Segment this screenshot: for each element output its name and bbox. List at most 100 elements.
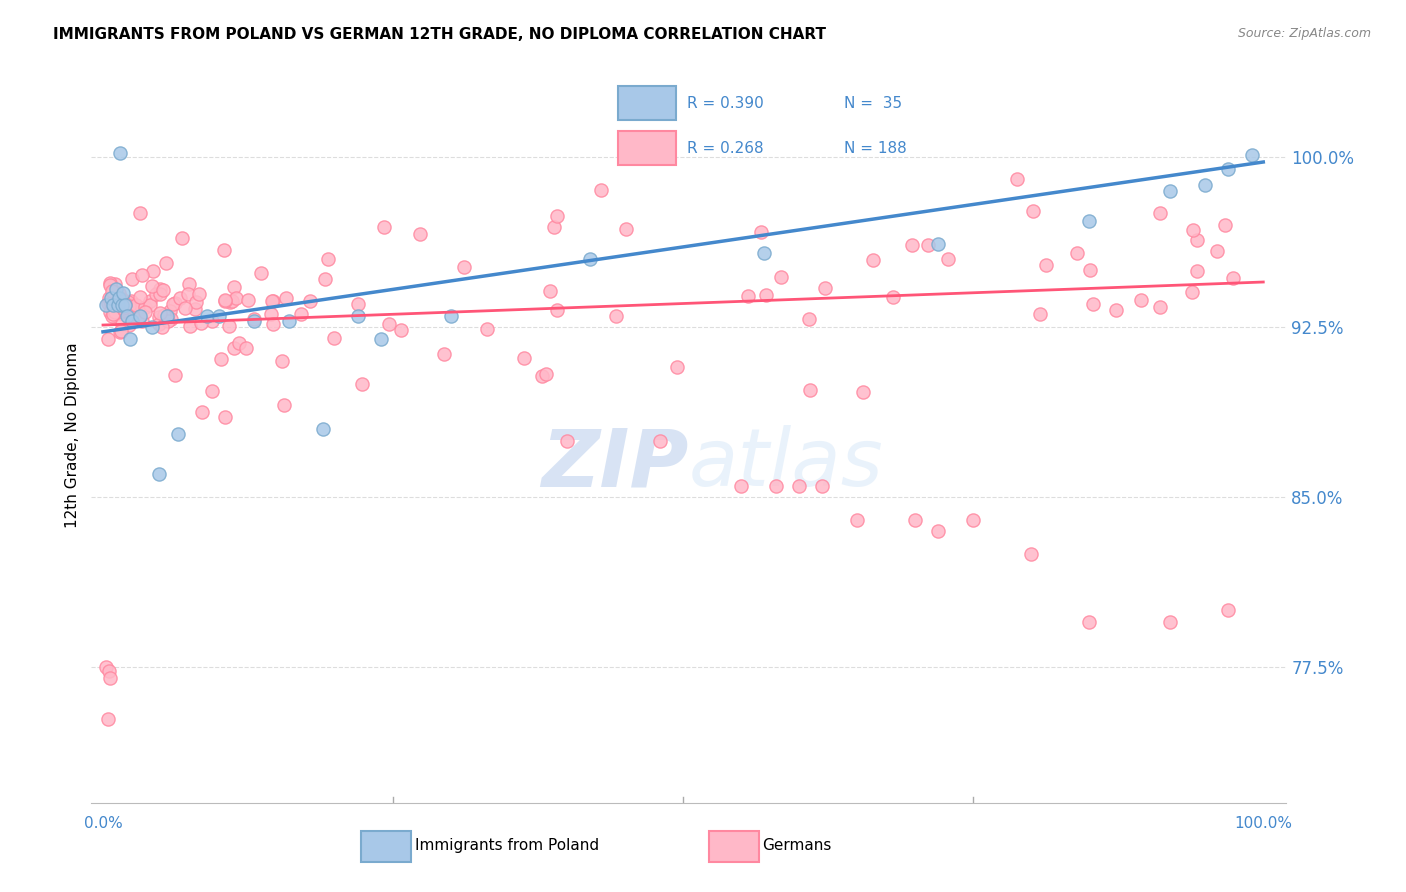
Point <box>453 260 475 275</box>
Point <box>98 293 121 307</box>
Point <box>121 313 143 327</box>
Point <box>270 353 292 368</box>
Point <box>112 303 135 318</box>
Point <box>962 513 984 527</box>
Point <box>754 245 776 260</box>
Point <box>737 289 759 303</box>
Point <box>152 283 174 297</box>
Point <box>98 671 121 685</box>
Point <box>139 298 162 312</box>
Point <box>208 309 231 323</box>
Point <box>318 252 340 266</box>
Point <box>134 305 156 319</box>
Point <box>201 314 224 328</box>
Point <box>107 286 129 301</box>
Point <box>260 307 283 321</box>
Point <box>150 319 173 334</box>
Point <box>546 209 568 223</box>
Point <box>117 295 139 310</box>
Point <box>100 296 122 310</box>
Point <box>167 426 190 441</box>
Point <box>277 313 299 327</box>
Point <box>249 266 271 280</box>
Point <box>214 293 236 307</box>
Text: 100.0%: 100.0% <box>1234 816 1292 831</box>
Point <box>862 252 884 267</box>
Point <box>209 351 232 366</box>
Point <box>614 221 637 235</box>
Point <box>927 524 949 538</box>
Point <box>141 278 163 293</box>
Point <box>1105 303 1128 318</box>
Point <box>114 298 136 312</box>
Point <box>298 293 321 308</box>
Point <box>155 256 177 270</box>
Point <box>814 281 837 295</box>
Point <box>152 308 174 322</box>
Text: IMMIGRANTS FROM POLAND VS GERMAN 12TH GRADE, NO DIPLOMA CORRELATION CHART: IMMIGRANTS FROM POLAND VS GERMAN 12TH GR… <box>53 27 827 42</box>
Point <box>852 384 875 399</box>
Point <box>225 291 247 305</box>
Point <box>927 236 949 251</box>
Point <box>347 297 370 311</box>
Point <box>1185 233 1208 247</box>
Point <box>100 291 122 305</box>
Point <box>214 409 236 424</box>
Point <box>111 292 134 306</box>
Point <box>666 360 689 375</box>
Point <box>290 307 312 321</box>
Point <box>118 332 141 346</box>
Point <box>188 287 211 301</box>
Point <box>104 305 127 319</box>
Point <box>97 296 120 310</box>
Point <box>236 293 259 307</box>
Point <box>799 383 821 397</box>
Point <box>128 290 150 304</box>
Point <box>322 331 344 345</box>
Point <box>1206 244 1229 259</box>
Point <box>149 286 172 301</box>
Point <box>1182 223 1205 237</box>
Point <box>370 332 392 346</box>
Point <box>1029 306 1052 320</box>
Point <box>605 309 627 323</box>
Point <box>142 264 165 278</box>
Point <box>1181 285 1204 300</box>
Point <box>197 309 219 323</box>
Point <box>1083 297 1105 311</box>
Point <box>112 301 135 315</box>
Point <box>538 284 561 298</box>
Point <box>120 293 142 308</box>
Point <box>1218 603 1240 617</box>
Point <box>312 422 335 436</box>
Point <box>389 323 412 337</box>
Point <box>1149 205 1171 219</box>
Point <box>433 347 456 361</box>
Point <box>114 297 136 311</box>
Point <box>156 314 179 328</box>
Point <box>103 298 125 312</box>
Point <box>543 220 565 235</box>
Point <box>212 243 235 257</box>
Point <box>131 313 153 327</box>
Point <box>110 317 132 331</box>
Text: atlas: atlas <box>689 425 884 503</box>
Point <box>475 322 498 336</box>
Point <box>110 145 132 160</box>
Point <box>108 291 131 305</box>
Point <box>579 252 602 267</box>
Point <box>101 293 124 307</box>
Point <box>145 287 167 301</box>
Point <box>811 479 834 493</box>
Point <box>104 277 127 291</box>
Point <box>98 291 121 305</box>
Point <box>103 304 125 318</box>
Point <box>148 467 170 482</box>
Point <box>101 285 124 299</box>
Point <box>799 311 821 326</box>
Point <box>148 317 170 331</box>
Point <box>162 296 184 310</box>
Point <box>174 301 197 315</box>
Point <box>134 300 156 314</box>
Point <box>100 293 122 308</box>
